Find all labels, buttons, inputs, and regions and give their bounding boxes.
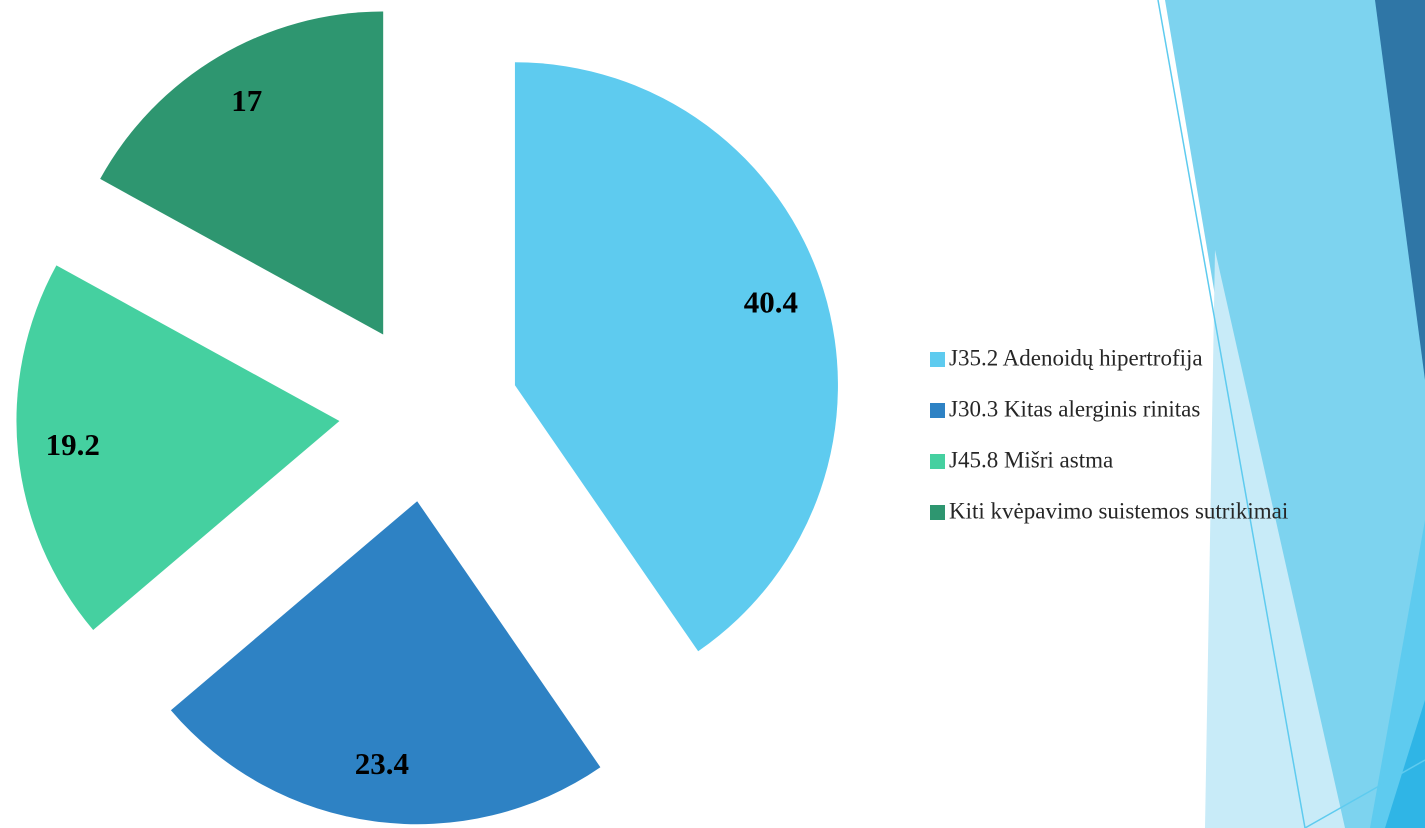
legend-label: Kiti kvėpavimo suistemos sutrikimai bbox=[949, 498, 1288, 523]
pie-slice bbox=[100, 11, 384, 335]
pie-slice bbox=[170, 501, 601, 825]
data-label: 23.4 bbox=[355, 746, 409, 781]
legend-label: J45.8 Mišri astma bbox=[949, 447, 1113, 472]
data-label: 40.4 bbox=[744, 285, 798, 320]
legend: J35.2 Adenoidų hipertrofija J30.3 Kitas a… bbox=[930, 345, 1288, 523]
legend-swatch bbox=[930, 454, 945, 469]
legend-swatch bbox=[930, 352, 945, 367]
pie-slice bbox=[514, 62, 838, 652]
data-label: 17 bbox=[231, 83, 262, 118]
legend-label: J35.2 Adenoidų hipertrofija bbox=[949, 345, 1203, 370]
background-decoration bbox=[1157, 0, 1425, 828]
legend-swatch bbox=[930, 505, 945, 520]
pie: 40.4 23.4 19.2 17 bbox=[16, 11, 838, 825]
data-label: 19.2 bbox=[46, 427, 100, 462]
legend-label: J30.3 Kitas alerginis rinitas bbox=[949, 396, 1200, 421]
pie-slice bbox=[16, 265, 340, 631]
legend-swatch bbox=[930, 403, 945, 418]
